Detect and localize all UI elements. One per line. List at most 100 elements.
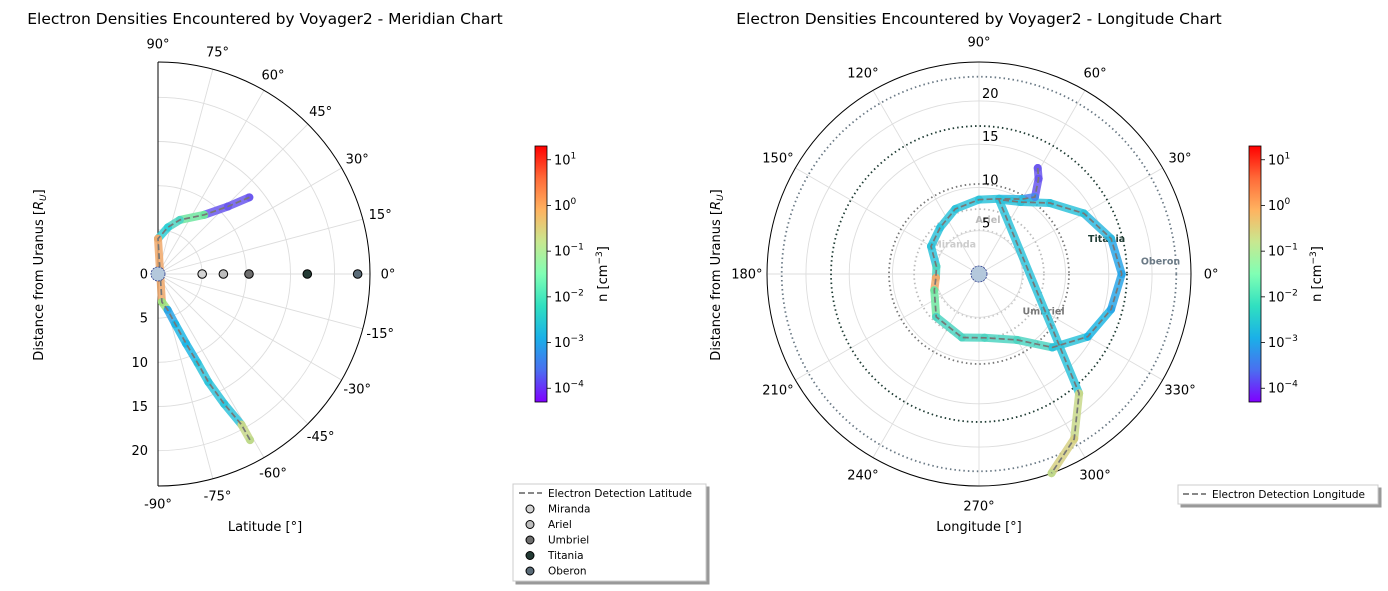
longitude-theta-tick-label: 120° [847,66,878,81]
meridian-theta-tick-label: 45° [309,105,332,120]
colorbar-right-tick-label: 101 [1268,151,1290,168]
meridian-moon-umbriel [244,269,254,279]
longitude-orbit-oberon [780,75,1178,473]
longitude-tick-labels: 0° 30° 60° 90° 120° 150° 180° 210° 240° 270° 300° 3… [731,35,1218,514]
longitude-theta-tick-label: 330° [1164,384,1195,399]
legend-entry-titania: Titania [547,550,584,562]
meridian-grid-spoke [157,218,363,275]
longitude-grid-spoke [795,167,980,275]
meridian-moon-miranda [197,269,207,279]
meridian-chart-title: Electron Densities Encountered by Voyage… [27,10,502,28]
colorbar-left-tick-label: 101 [554,151,576,168]
colorbar-left-tick-label: 100 [554,197,577,214]
meridian-theta-tick-label: 0° [381,268,396,283]
longitude-chart: Electron Densities Encountered by Voyage… [709,10,1222,535]
meridian-y-axis-label: Distance from Uranus [RU] [32,189,49,360]
longitude-trajectory-point [931,273,940,282]
longitude-trajectory [927,164,1126,478]
meridian-grid-spoke [157,273,309,425]
longitude-grid-spoke [978,273,1086,458]
meridian-theta-tick-label: -90° [144,498,172,513]
longitude-outer-frame [766,61,1192,487]
meridian-grid-spoke [157,90,265,275]
longitude-r-tick-label: 20 [982,87,999,102]
meridian-tick-labels: 90° 75° 60° 45° 30° 15° 0° -15° -30° -45° -60° -75°… [131,37,395,512]
meridian-trajectory-point [182,339,191,348]
colorbar-left-tick-label: 10−3 [554,334,584,351]
longitude-r-tick-label: 5 [982,217,990,232]
colorbar-right-tick-label: 10−4 [1268,380,1298,397]
meridian-grid-spoke [157,167,342,275]
meridian-gridlines [157,61,371,487]
meridian-theta-tick-label: 30° [346,152,369,167]
colorbar-left-label: n [cm−3] [595,246,611,302]
meridian-theta-tick-label: 90° [146,37,169,52]
colorbar-right-tick-label: 10−2 [1268,288,1298,305]
colorbar-left-tick-label: 10−4 [554,380,584,397]
longitude-r-tick-label: 10 [982,173,999,188]
meridian-electron-detection-line [157,196,251,441]
legend-entry-miranda: Miranda [548,504,590,516]
longitude-grid-spoke [978,273,1163,381]
colorbar-right: 101 100 10−1 10−2 10−3 10−4 n [cm−3] [1248,145,1325,403]
longitude-theta-tick-label: 210° [762,384,793,399]
longitude-grid-spoke [872,273,980,458]
colorbar-right-tick-label: 10−1 [1268,243,1298,260]
longitude-theta-tick-label: 0° [1204,268,1219,283]
longitude-uranus-marker [970,265,988,283]
longitude-grid-spoke [872,90,980,275]
longitude-orbit-miranda [933,228,1025,320]
longitude-legend: Electron Detection Longitude [1177,484,1379,505]
longitude-moon-label-ariel: Ariel [976,215,1001,226]
colorbar-left: 101 100 10−1 10−2 10−3 10−4 n [cm−3] [534,145,611,403]
meridian-moon-ariel [218,269,229,279]
longitude-theta-tick-label: 180° [731,268,762,283]
longitude-moon-label-oberon: Oberon [1141,256,1181,267]
colorbar-right-tick-label: 10−3 [1268,334,1298,351]
meridian-outer-frame [157,61,371,487]
longitude-electron-detection-line [930,167,1123,474]
longitude-orbit-umbriel [888,183,1070,365]
longitude-y-axis-label: Distance from Uranus [RU] [709,189,726,360]
meridian-grid-spoke [157,273,363,330]
longitude-trajectory-point [1047,469,1056,478]
legend-marker-oberon [525,566,535,576]
meridian-grid-spoke [157,273,342,381]
colorbar-left-tick-label: 10−2 [554,288,584,305]
longitude-theta-tick-label: 30° [1169,151,1192,166]
meridian-uranus-marker [150,266,166,282]
longitude-trajectory-segment [951,195,983,213]
meridian-trajectory-point [246,436,255,445]
legend-marker-titania [525,551,535,560]
meridian-theta-tick-label: 15° [369,208,392,223]
legend-entry-ariel: Ariel [548,519,572,531]
longitude-r-tick-label: 15 [982,130,999,145]
meridian-trajectory [154,193,255,445]
meridian-r-tick-label: 15 [131,400,148,415]
meridian-chart: Electron Densities Encountered by Voyage… [27,10,502,535]
longitude-moon-label-miranda: Miranda [932,239,976,250]
meridian-grid-spoke [157,69,214,275]
meridian-r-tick-label: 0 [140,268,148,283]
longitude-x-axis-label: Longitude [°] [936,520,1021,535]
longitude-gridlines [766,61,1192,487]
meridian-theta-tick-label: 60° [261,68,284,83]
legend-entry-electron-detection-longitude: Electron Detection Longitude [1212,489,1365,501]
meridian-moon-titania [302,269,313,279]
meridian-r-tick-label: 10 [131,356,148,371]
colorbar-right-tick-label: 100 [1268,197,1291,214]
longitude-grid-spoke [978,90,1086,275]
longitude-grid-spoke [978,167,1163,275]
longitude-theta-tick-label: 90° [967,35,990,50]
meridian-r-tick-label: 20 [131,444,148,459]
longitude-theta-tick-label: 150° [762,151,793,166]
legend-marker-ariel [525,520,535,529]
longitude-grid-spoke [795,273,980,381]
longitude-orbit-ariel [913,208,1045,340]
meridian-theta-tick-label: -60° [259,467,287,482]
meridian-theta-tick-label: -45° [307,430,335,445]
meridian-trajectory-segment [175,210,209,224]
meridian-theta-tick-label: 75° [206,45,229,60]
meridian-moon-oberon [352,269,363,279]
